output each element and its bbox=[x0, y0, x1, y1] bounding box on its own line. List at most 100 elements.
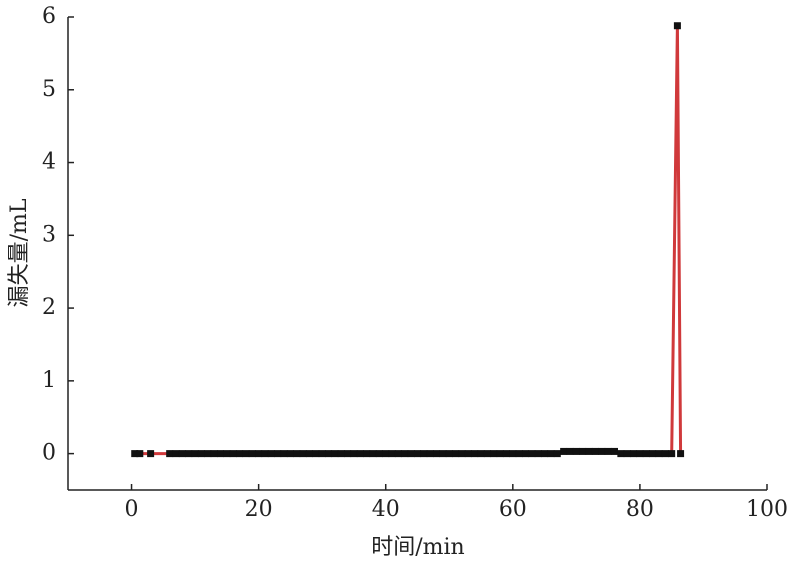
data-point bbox=[668, 450, 676, 458]
data-point bbox=[267, 450, 275, 458]
data-point bbox=[197, 450, 205, 458]
data-point bbox=[579, 447, 587, 455]
data-point bbox=[375, 450, 383, 458]
data-point bbox=[623, 450, 631, 458]
data-point bbox=[655, 450, 663, 458]
x-tick-label: 60 bbox=[499, 497, 527, 522]
data-point bbox=[420, 450, 428, 458]
x-axis-label: 时间/min bbox=[371, 535, 464, 560]
y-axis-label: 漏失量/mL bbox=[7, 198, 32, 307]
data-point bbox=[642, 450, 650, 458]
data-point bbox=[534, 450, 542, 458]
data-point bbox=[242, 450, 250, 458]
data-point bbox=[318, 450, 326, 458]
data-point bbox=[363, 450, 371, 458]
data-point bbox=[673, 22, 681, 30]
data-point bbox=[661, 450, 669, 458]
data-point bbox=[325, 450, 333, 458]
data-point bbox=[236, 450, 244, 458]
data-line bbox=[134, 25, 683, 456]
data-point bbox=[382, 450, 390, 458]
data-point bbox=[591, 447, 599, 455]
data-point bbox=[515, 450, 523, 458]
data-point bbox=[617, 450, 625, 458]
data-point bbox=[350, 450, 358, 458]
data-point bbox=[649, 450, 657, 458]
data-point bbox=[248, 450, 256, 458]
data-point bbox=[502, 450, 510, 458]
y-tick-label: 0 bbox=[42, 441, 56, 466]
data-point bbox=[566, 447, 574, 455]
data-point bbox=[312, 450, 320, 458]
data-point bbox=[299, 450, 307, 458]
data-point bbox=[255, 450, 263, 458]
data-point bbox=[401, 450, 409, 458]
data-point bbox=[490, 450, 498, 458]
data-point bbox=[439, 450, 447, 458]
data-point bbox=[528, 450, 536, 458]
data-point bbox=[185, 450, 193, 458]
data-point bbox=[585, 447, 593, 455]
data-point bbox=[610, 447, 618, 455]
y-tick-label: 5 bbox=[42, 77, 56, 102]
data-point bbox=[636, 450, 644, 458]
data-point bbox=[286, 450, 294, 458]
data-point bbox=[204, 450, 212, 458]
y-tick-label: 1 bbox=[42, 368, 56, 393]
data-point bbox=[217, 450, 225, 458]
data-point bbox=[229, 450, 237, 458]
data-point bbox=[274, 450, 282, 458]
data-point bbox=[483, 450, 491, 458]
x-tick-label: 100 bbox=[746, 497, 788, 522]
data-point bbox=[191, 450, 199, 458]
data-point bbox=[572, 447, 580, 455]
data-point bbox=[541, 450, 549, 458]
data-point bbox=[394, 450, 402, 458]
data-point bbox=[414, 450, 421, 458]
y-tick-label: 6 bbox=[42, 4, 56, 29]
data-point bbox=[344, 450, 352, 458]
data-point bbox=[433, 450, 441, 458]
data-point bbox=[477, 450, 485, 458]
data-point bbox=[136, 450, 144, 458]
data-point bbox=[509, 450, 517, 458]
data-point bbox=[547, 450, 555, 458]
data-point bbox=[522, 450, 530, 458]
y-tick-label: 4 bbox=[42, 150, 56, 175]
data-point bbox=[458, 450, 466, 458]
data-point bbox=[337, 450, 345, 458]
x-tick-label: 0 bbox=[125, 497, 139, 522]
data-point bbox=[356, 450, 364, 458]
data-point bbox=[131, 450, 139, 458]
data-point bbox=[553, 450, 561, 458]
data-point bbox=[445, 450, 453, 458]
x-tick-label: 20 bbox=[245, 497, 273, 522]
y-tick-label: 2 bbox=[42, 295, 56, 320]
data-point bbox=[560, 447, 568, 455]
data-point bbox=[407, 450, 415, 458]
data-point bbox=[293, 450, 301, 458]
data-point bbox=[172, 450, 180, 458]
data-point bbox=[426, 450, 434, 458]
data-point bbox=[496, 450, 504, 458]
data-point bbox=[261, 450, 269, 458]
data-point bbox=[464, 450, 472, 458]
data-point bbox=[388, 450, 396, 458]
data-point bbox=[369, 450, 377, 458]
data-point bbox=[280, 450, 288, 458]
x-tick-label: 80 bbox=[626, 497, 654, 522]
data-point bbox=[331, 450, 339, 458]
data-point bbox=[598, 447, 606, 455]
data-point bbox=[604, 447, 612, 455]
data-point bbox=[223, 450, 231, 458]
data-point bbox=[677, 450, 685, 458]
data-point bbox=[178, 450, 186, 458]
data-point bbox=[166, 450, 174, 458]
data-point bbox=[305, 450, 313, 458]
data-point bbox=[630, 450, 638, 458]
data-point bbox=[210, 450, 218, 458]
data-point bbox=[471, 450, 479, 458]
y-tick-label: 3 bbox=[42, 222, 56, 247]
data-point bbox=[452, 450, 460, 458]
